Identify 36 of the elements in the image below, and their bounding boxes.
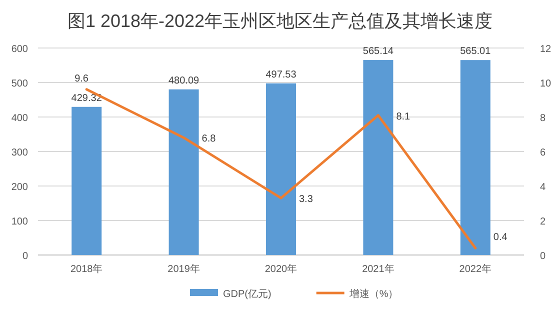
x-tick-label: 2020年 xyxy=(264,263,298,275)
y-tick-label: 300 xyxy=(11,148,28,158)
x-tick-label: 2019年 xyxy=(168,263,200,275)
chart-title: 图1 2018年-2022年玉州区地区生产总值及其增长速度 xyxy=(67,11,493,31)
bar xyxy=(460,60,490,255)
y-tick-label: 0 xyxy=(22,251,28,262)
y-tick-label: 100 xyxy=(11,216,28,228)
y2-tick-label: 10 xyxy=(540,78,552,90)
legend-label: 增速（%） xyxy=(348,288,398,300)
bar xyxy=(266,83,296,255)
y2-tick-label: 4 xyxy=(540,182,546,193)
y2-tick-label: 6 xyxy=(540,148,546,158)
y2-tick-label: 0 xyxy=(540,251,546,262)
bar xyxy=(72,106,102,255)
legend-label: GDP(亿元) xyxy=(223,289,272,300)
y2-tick-label: 2 xyxy=(540,216,546,228)
y-tick-label: 600 xyxy=(11,44,28,55)
bar xyxy=(363,60,394,255)
data-label: 3.3 xyxy=(299,194,314,206)
data-label: 480.09 xyxy=(168,75,200,86)
x-tick-label: 2021年 xyxy=(362,263,394,275)
data-label: 565.01 xyxy=(460,46,492,58)
data-label: 6.8 xyxy=(202,134,216,145)
data-label: 8.1 xyxy=(396,111,411,122)
y2-tick-label: 12 xyxy=(540,44,552,55)
data-label: 0.4 xyxy=(493,232,508,244)
x-tick-label: 2022年 xyxy=(459,263,492,275)
bar xyxy=(168,89,199,255)
y-tick-label: 400 xyxy=(11,113,28,124)
y2-tick-label: 8 xyxy=(540,113,546,124)
data-label: 9.6 xyxy=(74,73,89,84)
y-tick-label: 200 xyxy=(11,182,28,193)
data-label: 565.14 xyxy=(362,46,394,58)
x-tick-label: 2018年 xyxy=(70,263,103,275)
data-label: 497.53 xyxy=(266,69,297,80)
y-tick-label: 500 xyxy=(11,78,28,90)
